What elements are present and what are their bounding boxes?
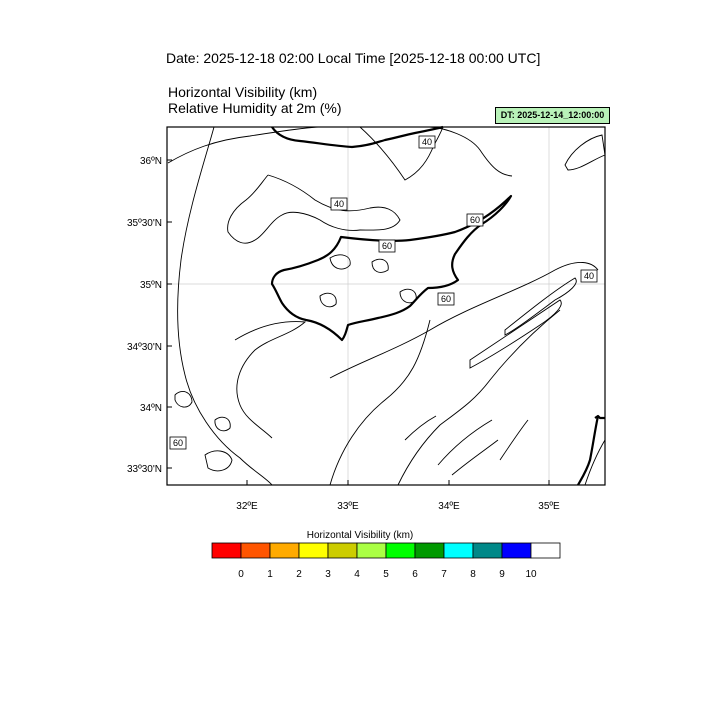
colorbar-tick-label: 9 <box>499 569 505 580</box>
colorbar-tick-label: 5 <box>383 569 389 580</box>
colorbar-tick-label: 8 <box>470 569 476 580</box>
contour-label-5: 60 <box>437 292 455 306</box>
colorbar-tick-label: 10 <box>525 569 537 580</box>
contour-north-east <box>359 126 444 181</box>
contour-streak-3 <box>499 419 529 461</box>
contour-north-40 <box>227 174 401 244</box>
lon-label-34e: 34ºE <box>438 501 460 512</box>
svg-text:60: 60 <box>470 215 480 225</box>
colorbar-tick-label: 0 <box>238 569 244 580</box>
svg-text:40: 40 <box>584 271 594 281</box>
turkey-coast <box>271 125 444 149</box>
contour-inland-2 <box>371 258 389 273</box>
lat-label-33-30n: 33º30'N <box>127 464 162 475</box>
contour-west-outer <box>177 126 273 486</box>
contour-label-7: 60 <box>169 436 187 450</box>
humidity-contours <box>167 126 606 486</box>
contour-label-1: 40 <box>418 135 436 149</box>
contour-label-2: 40 <box>330 197 348 211</box>
plot-frame <box>166 126 606 486</box>
svg-text:60: 60 <box>382 241 392 251</box>
contour-south <box>329 319 431 486</box>
contour-label-group: 40 40 60 60 60 40 60 <box>169 135 598 450</box>
contour-ridge-1 <box>469 299 562 369</box>
contour-inland-3 <box>319 292 337 308</box>
colorbar-tick-label: 1 <box>267 569 273 580</box>
contour-west-inner <box>234 321 307 439</box>
lat-label-35-30n: 35º30'N <box>127 218 162 229</box>
contour-blob-sw2 <box>174 391 193 408</box>
contour-channel <box>329 262 599 379</box>
contour-label-3: 60 <box>466 213 484 227</box>
colorbar-tick-label: 6 <box>412 569 418 580</box>
field-title-visibility: Horizontal Visibility (km) <box>168 84 318 100</box>
colorbar-tick-label: 4 <box>354 569 360 580</box>
contour-blob-sw <box>204 450 233 472</box>
init-time-badge: DT: 2025-12-14_12:00:00 <box>495 107 610 124</box>
contour-inland-1 <box>329 254 351 270</box>
lat-label-34n: 34ºN <box>140 403 162 414</box>
contour-label-6: 40 <box>580 269 598 283</box>
contour-ridge-2 <box>504 277 577 336</box>
colorbar-tick-label: 2 <box>296 569 302 580</box>
contour-streak-4 <box>404 415 437 441</box>
contour-streak-1 <box>437 419 493 466</box>
lon-label-35e: 35ºE <box>538 501 560 512</box>
svg-text:60: 60 <box>441 294 451 304</box>
lat-label-34-30n: 34º30'N <box>127 342 162 353</box>
lat-label-35n: 35ºN <box>140 280 162 291</box>
field-title-humidity: Relative Humidity at 2m (%) <box>168 100 342 116</box>
contour-blob-s <box>214 416 231 432</box>
contour-ne-40 <box>429 126 513 177</box>
colorbar-tick-label: 7 <box>441 569 447 580</box>
axis-ticks <box>167 159 550 485</box>
contour-label-4: 60 <box>378 239 396 253</box>
valid-date-line: Date: 2025-12-18 02:00 Local Time [2025-… <box>166 50 541 66</box>
colorbar-tick-label: 3 <box>325 569 331 580</box>
lon-label-32e: 32ºE <box>236 501 258 512</box>
contour-ne-blob <box>564 134 606 171</box>
levant-coast <box>577 414 605 486</box>
svg-text:40: 40 <box>422 137 432 147</box>
contour-north-top <box>167 126 319 164</box>
contour-south-east <box>397 309 561 486</box>
cyprus-coast <box>270 194 513 342</box>
contour-streak-2 <box>451 439 499 476</box>
contour-east-edge <box>584 439 606 486</box>
colorbar-title: Horizontal Visibility (km) <box>306 530 414 541</box>
svg-text:60: 60 <box>173 438 183 448</box>
lat-label-36n: 36ºN <box>140 156 162 167</box>
coastlines <box>270 125 605 486</box>
lon-label-33e: 33ºE <box>337 501 359 512</box>
svg-text:40: 40 <box>334 199 344 209</box>
graticule <box>167 127 605 485</box>
